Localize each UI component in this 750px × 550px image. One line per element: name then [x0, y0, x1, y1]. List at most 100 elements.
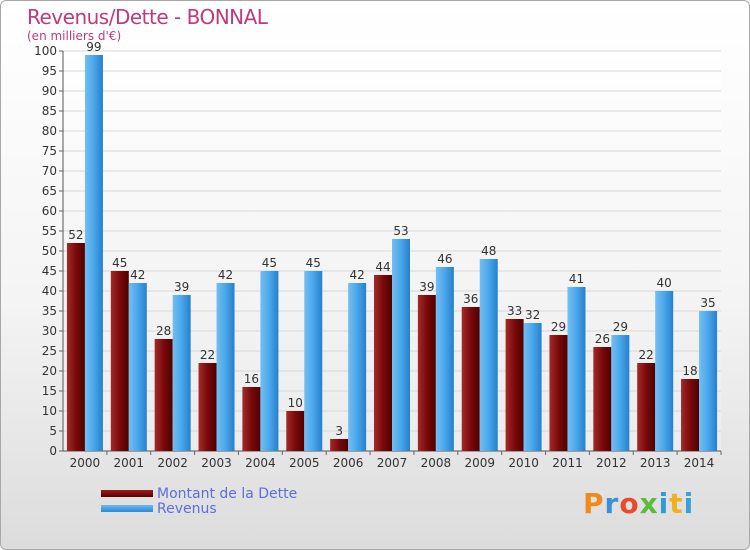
bar-debt [66, 243, 85, 451]
data-label-debt: 52 [68, 228, 83, 242]
data-label-debt: 28 [156, 324, 171, 338]
logo-letter: i [658, 487, 670, 520]
logo-letter: P [583, 487, 605, 520]
legend-swatch-revenue [101, 505, 153, 512]
x-tick-label: 2013 [640, 456, 671, 470]
y-tick-label: 65 [42, 184, 57, 198]
data-label-revenue: 53 [393, 224, 408, 238]
data-label-debt: 22 [200, 348, 215, 362]
data-label-debt: 29 [551, 320, 566, 334]
data-label-revenue: 42 [218, 268, 233, 282]
bar-revenue [699, 311, 718, 451]
y-tick-label: 20 [42, 364, 57, 378]
data-label-debt: 10 [288, 396, 303, 410]
logo-letter: x [639, 487, 659, 520]
x-tick-label: 2001 [114, 456, 145, 470]
data-label-revenue: 45 [262, 256, 277, 270]
proxiti-logo: Proxiti [583, 487, 694, 520]
data-label-debt: 22 [639, 348, 654, 362]
x-tick-label: 2006 [333, 456, 364, 470]
data-label-debt: 33 [507, 304, 522, 318]
bar-revenue [479, 259, 498, 451]
logo-letter: r [604, 487, 620, 520]
data-label-debt: 44 [375, 260, 390, 274]
bar-debt [374, 275, 392, 451]
data-label-revenue: 46 [437, 252, 452, 266]
y-tick-label: 15 [42, 384, 57, 398]
data-label-debt: 26 [595, 332, 610, 346]
bar-debt [330, 439, 349, 451]
y-tick-label: 10 [42, 404, 57, 418]
x-tick-label: 2009 [464, 456, 495, 470]
y-tick-label: 35 [42, 304, 57, 318]
x-tick-label: 2008 [421, 456, 452, 470]
data-label-debt: 39 [419, 280, 434, 294]
x-tick-label: 2003 [201, 456, 232, 470]
x-tick-label: 2005 [289, 456, 320, 470]
bar-revenue [304, 271, 323, 451]
bar-debt [461, 307, 480, 451]
x-tick-label: 2002 [157, 456, 188, 470]
bar-debt [110, 271, 129, 451]
logo-letter: o [619, 487, 640, 520]
x-tick-label: 2007 [377, 456, 408, 470]
bar-revenue [348, 283, 367, 451]
x-tick-label: 2000 [70, 456, 101, 470]
data-label-revenue: 42 [349, 268, 364, 282]
y-tick-label: 75 [42, 144, 57, 158]
bar-revenue [128, 283, 147, 451]
x-tick-label: 2004 [245, 456, 276, 470]
data-label-revenue: 41 [569, 272, 584, 286]
data-label-revenue: 45 [306, 256, 321, 270]
y-tick-label: 45 [42, 264, 57, 278]
data-label-debt: 16 [244, 372, 259, 386]
bar-revenue [523, 323, 542, 451]
bar-revenue [216, 283, 235, 451]
x-tick-label: 2011 [552, 456, 583, 470]
data-label-revenue: 99 [86, 40, 101, 54]
x-tick-label: 2012 [596, 456, 627, 470]
bar-debt [242, 387, 261, 451]
y-tick-label: 70 [42, 164, 57, 178]
data-label-debt: 18 [682, 364, 697, 378]
y-tick-label: 55 [42, 224, 57, 238]
y-tick-label: 85 [42, 104, 57, 118]
y-tick-label: 0 [49, 444, 57, 458]
data-label-revenue: 32 [525, 308, 540, 322]
legend-label-revenue: Revenus [157, 501, 217, 517]
bar-revenue [655, 291, 674, 451]
bar-revenue [435, 267, 454, 451]
legend-swatch-debt [101, 490, 153, 497]
bar-debt [549, 335, 568, 451]
bar-debt [593, 347, 612, 451]
data-label-revenue: 39 [174, 280, 189, 294]
y-tick-label: 95 [42, 64, 57, 78]
data-label-revenue: 42 [130, 268, 145, 282]
data-label-revenue: 40 [657, 276, 672, 290]
bar-debt [637, 363, 656, 451]
bar-revenue [84, 55, 103, 451]
y-tick-label: 25 [42, 344, 57, 358]
bar-debt [154, 339, 173, 451]
bar-debt [286, 411, 305, 451]
bar-revenue [611, 335, 630, 451]
bar-debt [505, 319, 524, 451]
data-label-revenue: 48 [481, 244, 496, 258]
bar-debt [417, 295, 436, 451]
bar-revenue [260, 271, 279, 451]
chart-subtitle: (en milliers d'€) [27, 29, 122, 43]
logo-letter: t [669, 487, 684, 520]
y-tick-label: 50 [42, 244, 57, 258]
data-label-revenue: 35 [700, 296, 715, 310]
y-tick-label: 90 [42, 84, 57, 98]
bar-revenue [567, 287, 586, 451]
y-tick-label: 40 [42, 284, 57, 298]
legend-label-debt: Montant de la Dette [157, 486, 298, 502]
bar-revenue [392, 239, 410, 451]
data-label-debt: 45 [112, 256, 127, 270]
x-tick-label: 2014 [684, 456, 715, 470]
data-label-debt: 36 [463, 292, 478, 306]
y-tick-label: 60 [42, 204, 57, 218]
data-label-debt: 3 [335, 424, 343, 438]
